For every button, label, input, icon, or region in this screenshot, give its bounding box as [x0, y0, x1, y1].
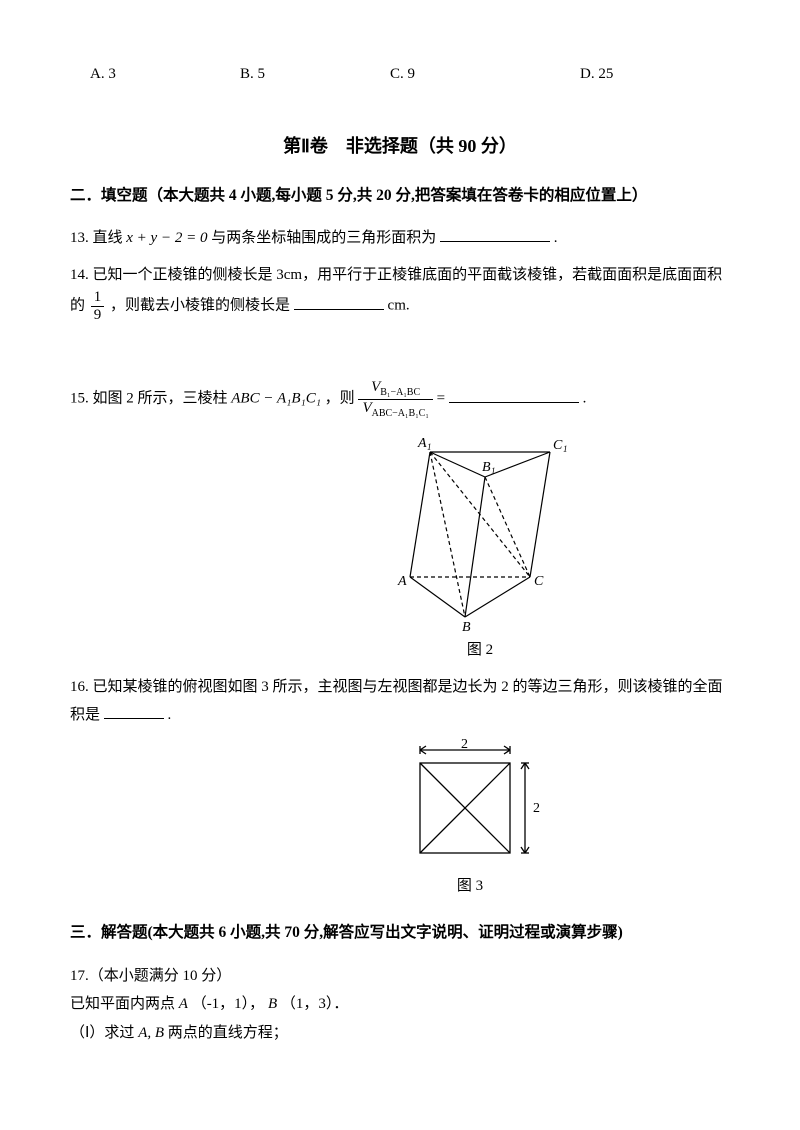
q15-frac-den: VABC−A₁B₁C₁	[358, 399, 432, 420]
q15-blank	[449, 387, 579, 403]
svg-text:1: 1	[491, 466, 496, 476]
topview-diagram: 2 2	[385, 738, 555, 868]
opt-b: B. 5	[240, 60, 390, 89]
svg-text:1: 1	[563, 444, 568, 454]
q14-text-b: ，则截去小棱锥的侧棱长是	[110, 298, 290, 314]
figure-3: 2 2 图 3	[210, 738, 730, 901]
svg-text:C: C	[553, 438, 563, 453]
q15: 15. 如图 2 所示，三棱柱 ABC − A₁B₁C₁ ，则 VB₁−A₁BC…	[70, 379, 730, 419]
q16: 16. 已知某棱锥的俯视图如图 3 所示，主视图与左视图都是边长为 2 的等边三…	[70, 673, 730, 730]
q16-blank	[104, 703, 164, 719]
q17-line1: 17.（本小题满分 10 分）	[70, 962, 730, 991]
svg-text:C: C	[534, 574, 544, 589]
svg-text:2: 2	[461, 738, 468, 752]
opt-a: A. 3	[90, 60, 240, 89]
q17-line3: （Ⅰ）求过 A, B 两点的直线方程；	[70, 1019, 730, 1048]
q13-blank	[440, 226, 550, 242]
q15-text-c: .	[583, 391, 587, 407]
q13-text-c: .	[554, 230, 558, 246]
q15-frac: VB₁−A₁BC VABC−A₁B₁C₁	[358, 379, 432, 419]
fill-heading: 二．填空题（本大题共 4 小题,每小题 5 分,共 20 分,把答案填在答卷卡的…	[70, 181, 730, 210]
q17-line2: 已知平面内两点 A （-1，1）， B （1，3）．	[70, 990, 730, 1019]
prism-diagram: A1 B1 C1 A B C	[380, 427, 580, 632]
q13-eq: x + y − 2 = 0	[126, 230, 207, 246]
q13: 13. 直线 x + y − 2 = 0 与两条坐标轴围成的三角形面积为 .	[70, 224, 730, 253]
q15-frac-num: VB₁−A₁BC	[358, 379, 432, 399]
q15-text-a: 15. 如图 2 所示，三棱柱	[70, 391, 231, 407]
section2-title: 第Ⅱ卷 非选择题（共 90 分）	[70, 129, 730, 163]
q14-frac: 1 9	[91, 289, 105, 323]
solve-heading: 三．解答题(本大题共 6 小题,共 70 分,解答应写出文字说明、证明过程或演算…	[70, 918, 730, 947]
q14: 14. 已知一个正棱锥的侧棱长是 3cm，用平行于正棱锥底面的平面截该棱锥，若截…	[70, 261, 730, 324]
svg-text:B: B	[462, 620, 471, 632]
q13-text-a: 13. 直线	[70, 230, 126, 246]
opt-d: D. 25	[580, 60, 730, 89]
svg-text:2: 2	[533, 801, 540, 816]
svg-text:1: 1	[427, 442, 432, 452]
q16-text-b: .	[168, 707, 172, 723]
q17: 17.（本小题满分 10 分） 已知平面内两点 A （-1，1）， B （1，3…	[70, 962, 730, 1048]
q13-text-b: 与两条坐标轴围成的三角形面积为	[211, 230, 436, 246]
svg-text:A: A	[417, 436, 427, 451]
q15-eq: =	[437, 391, 449, 407]
q14-frac-den: 9	[91, 306, 105, 324]
opt-c: C. 9	[390, 60, 580, 89]
q14-text-c: cm.	[388, 298, 410, 314]
fig2-label: 图 2	[380, 636, 580, 665]
svg-text:A: A	[397, 574, 407, 589]
q15-prism: ABC − A₁B₁C₁	[231, 391, 321, 407]
figure-2: A1 B1 C1 A B C 图 2	[230, 427, 730, 665]
q14-blank	[294, 294, 384, 310]
q15-text-b: ，则	[325, 391, 359, 407]
svg-text:B: B	[482, 460, 491, 475]
fig3-label: 图 3	[385, 872, 555, 901]
q14-frac-num: 1	[91, 289, 105, 306]
mc-options: A. 3 B. 5 C. 9 D. 25	[70, 60, 730, 89]
